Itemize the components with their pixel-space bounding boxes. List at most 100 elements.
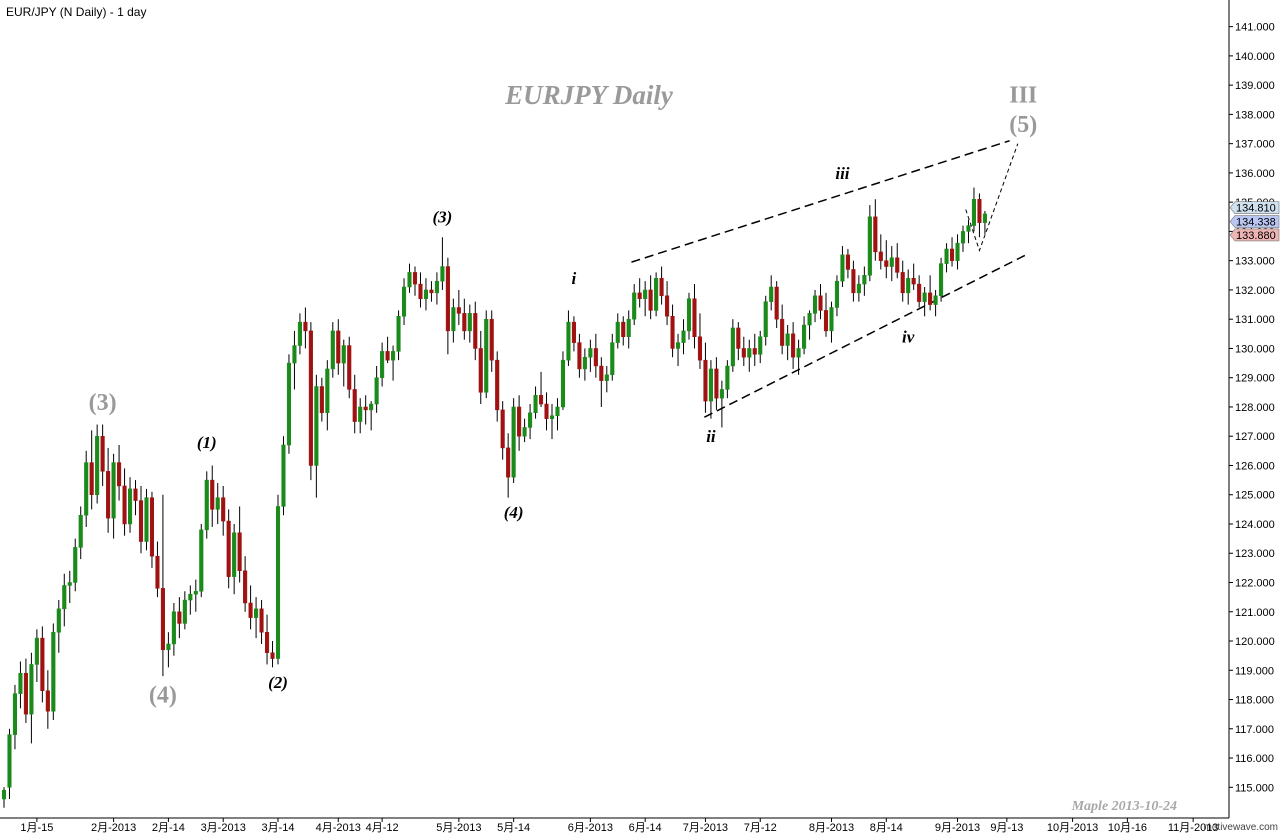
y-tick-label: 123.000 [1235, 548, 1275, 560]
candle-body [100, 435, 105, 472]
candle-body [802, 324, 807, 349]
candle-body [254, 608, 259, 618]
wave-label: (4) [149, 682, 177, 708]
candle-body [840, 254, 845, 282]
candle-body [785, 333, 790, 346]
candle-body [599, 365, 604, 381]
candle-body [752, 348, 757, 355]
candle-body [911, 277, 916, 285]
candle-body [610, 342, 615, 376]
candle-body [560, 359, 566, 408]
candle-body [489, 318, 494, 361]
x-tick-label: 8月-2013 [809, 822, 854, 834]
y-tick-label: 115.000 [1235, 782, 1274, 794]
candle-body [237, 532, 242, 572]
candle-body [884, 260, 889, 267]
candle-body [528, 412, 533, 428]
candle-body [769, 286, 774, 302]
y-tick-label: 132.000 [1235, 285, 1275, 297]
wave-label: (4) [504, 503, 524, 522]
x-tick-label: 2月-14 [152, 822, 185, 834]
candle-body [736, 327, 741, 349]
x-axis[interactable]: 1月-15 2月-2013 2月-14 3月-2013 3月-14 4月-2013 4月-1… [20, 818, 1280, 834]
candle-body [873, 216, 878, 253]
candle-body [845, 254, 850, 270]
candle-body [429, 289, 434, 294]
candle-body [210, 479, 215, 510]
y-tick-label: 121.000 [1235, 607, 1275, 619]
candle-body [834, 280, 840, 308]
candle-body [23, 672, 28, 715]
candle-body [681, 330, 686, 343]
y-tick-label: 124.000 [1235, 519, 1275, 531]
x-tick-label: 3月-14 [261, 822, 294, 834]
y-tick-label: 137.000 [1235, 139, 1275, 151]
candle-body [588, 348, 593, 358]
candle-body [160, 588, 165, 651]
candle-body [538, 395, 544, 405]
candle-body [374, 377, 379, 405]
candle-body [484, 318, 489, 393]
candle-body [823, 310, 829, 332]
candle-body [966, 225, 971, 232]
candle-body [199, 529, 204, 592]
y-tick-label: 130.000 [1235, 343, 1275, 355]
candle-body [933, 295, 938, 305]
candle-body [106, 471, 111, 519]
candle-body [347, 345, 352, 390]
candle-body [155, 555, 160, 589]
candle-body [566, 321, 571, 361]
candle-body [774, 286, 779, 320]
candle-body [166, 643, 171, 651]
candle-body [500, 409, 505, 449]
candle-body [29, 664, 34, 715]
candle-body [621, 321, 626, 337]
candle-body [188, 593, 193, 601]
candle-body [741, 348, 746, 358]
candle-body [204, 479, 209, 531]
y-tick-label: 117.000 [1235, 724, 1274, 736]
candle-body [549, 415, 555, 419]
candle-body [127, 488, 133, 525]
y-tick-label: 119.000 [1235, 665, 1274, 677]
candle-body [544, 403, 549, 419]
candle-body [418, 283, 423, 299]
candle-body [796, 348, 801, 358]
candle-body [632, 292, 637, 320]
candle-body [358, 406, 363, 422]
candle-body [714, 368, 719, 399]
candle-body [456, 307, 461, 314]
candle-body [51, 631, 56, 712]
x-tick-label: 7月-12 [744, 822, 777, 834]
candle-body [385, 351, 390, 361]
trendline [631, 140, 1010, 263]
candle-body [45, 690, 50, 712]
wave-label: iv [902, 328, 915, 347]
candle-body [763, 301, 768, 337]
price-tag-label: 133.880 [1236, 230, 1276, 242]
candle-body [336, 330, 341, 364]
x-tick-label: 4月-12 [366, 822, 399, 834]
candle-body [341, 345, 346, 364]
y-tick-label: 138.000 [1235, 109, 1275, 121]
author-watermark: Maple 2013-10-24 [1071, 799, 1177, 814]
candle-body [555, 406, 560, 416]
price-tag [1229, 201, 1280, 215]
candle-body [495, 359, 500, 411]
candle-body [955, 242, 960, 261]
candle-body [906, 277, 911, 294]
candle-body [944, 248, 949, 264]
candle-body [895, 257, 900, 273]
x-tick-label: 10月-16 [1108, 822, 1147, 834]
y-tick-label: 127.000 [1235, 431, 1275, 443]
candle-body [122, 485, 127, 525]
candle-body [149, 497, 155, 557]
candle-body [478, 348, 483, 393]
candle-body [791, 333, 796, 358]
candle-body [73, 547, 78, 583]
candle-body [292, 345, 297, 364]
candle-body [7, 734, 12, 788]
y-tick-label: 140.000 [1235, 51, 1275, 63]
